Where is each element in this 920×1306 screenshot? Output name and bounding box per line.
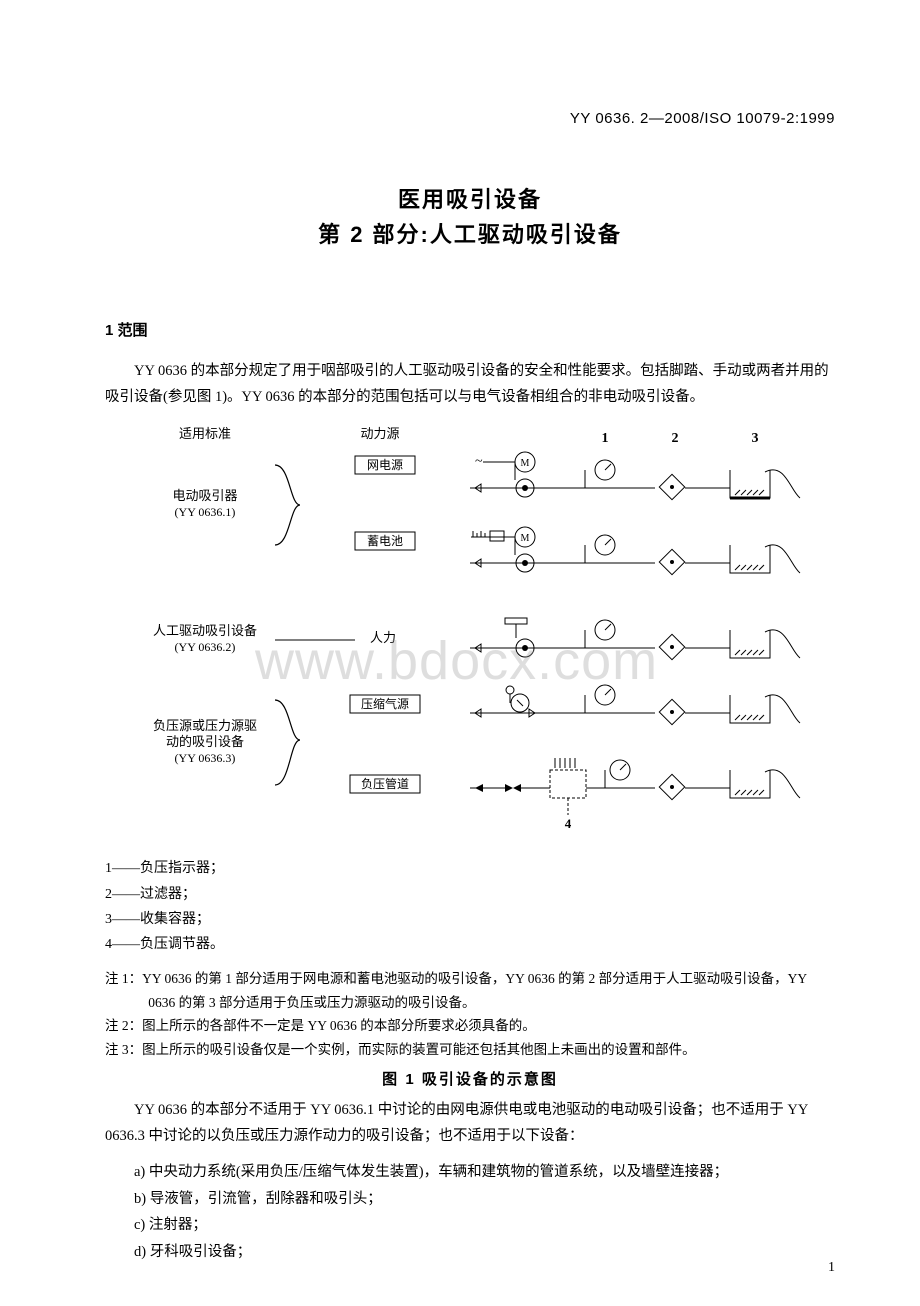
col-power-label: 动力源 <box>360 426 399 441</box>
note-2: 注 2：图上所示的各部件不一定是 YY 0636 的本部分所要求必须具备的。 <box>105 1014 835 1038</box>
legend-2: 2——过滤器； <box>105 882 835 907</box>
col-1-label: 1 <box>602 431 609 446</box>
list-item-d: d) 牙科吸引设备； <box>134 1239 835 1266</box>
diagram-r1a: ~ M <box>470 452 800 500</box>
svg-text:M: M <box>521 533 530 544</box>
list-item-c: c) 注射器； <box>134 1212 835 1239</box>
page-number: 1 <box>828 1260 835 1276</box>
r1-std-line1: 电动吸引器 <box>172 488 237 503</box>
figure-legend: 1——负压指示器； 2——过滤器； 3——收集容器； 4——负压调节器。 <box>105 856 835 957</box>
brace-r3 <box>275 700 300 785</box>
title-sub: 第 2 部分:人工驱动吸引设备 <box>105 217 835 249</box>
exclusion-list: a) 中央动力系统(采用负压/压缩气体发生装置)，车辆和建筑物的管道系统，以及墙… <box>134 1159 835 1266</box>
note-3: 注 3：图上所示的吸引设备仅是一个实例，而实际的装置可能还包括其他图上未画出的设… <box>105 1038 835 1062</box>
col-3-label: 3 <box>752 431 759 446</box>
figure-caption: 图 1 吸引设备的示意图 <box>105 1068 835 1089</box>
scope-paragraph: YY 0636 的本部分规定了用于咽部吸引的人工驱动吸引设备的安全和性能要求。包… <box>105 358 835 410</box>
diagram-r1b: M <box>470 527 800 575</box>
diagram-r2 <box>470 618 800 660</box>
list-item-a: a) 中央动力系统(采用负压/压缩气体发生装置)，车辆和建筑物的管道系统，以及墙… <box>134 1159 835 1186</box>
diagram-r3a <box>470 685 800 725</box>
r3-std-line1: 负压源或压力源驱 <box>153 718 257 733</box>
exclusion-paragraph: YY 0636 的本部分不适用于 YY 0636.1 中讨论的由网电源供电或电池… <box>105 1097 835 1149</box>
r3-std-line3: (YY 0636.3) <box>175 751 236 765</box>
col-std-label: 适用标准 <box>179 426 231 441</box>
figure-notes: 注 1：YY 0636 的第 1 部分适用于网电源和蓄电池驱动的吸引设备，YY … <box>105 967 835 1062</box>
legend-4: 4——负压调节器。 <box>105 932 835 957</box>
svg-text:M: M <box>521 458 530 469</box>
r1-std-line2: (YY 0636.1) <box>175 505 236 519</box>
legend-1: 1——负压指示器； <box>105 856 835 881</box>
list-item-b: b) 导液管，引流管，刮除器和吸引头； <box>134 1186 835 1213</box>
r2-std-line1: 人工驱动吸引设备 <box>153 623 257 638</box>
title-block: 医用吸引设备 第 2 部分:人工驱动吸引设备 <box>105 182 835 249</box>
marker-4: 4 <box>565 816 572 831</box>
figure-svg: 适用标准 动力源 1 2 3 电动吸引器 (YY 0636.1) 网电源 蓄电池… <box>105 420 835 850</box>
doc-number: YY 0636. 2—2008/ISO 10079-2:1999 <box>105 110 835 127</box>
note-1: 注 1：YY 0636 的第 1 部分适用于网电源和蓄电池驱动的吸引设备，YY … <box>105 967 835 1014</box>
r1-p2-text: 蓄电池 <box>367 534 403 548</box>
r3-std-line2: 动的吸引设备 <box>166 734 244 749</box>
legend-3: 3——收集容器； <box>105 907 835 932</box>
section-1-heading: 1 范围 <box>105 319 835 340</box>
r3-p1-text: 压缩气源 <box>361 696 409 711</box>
r2-std-line2: (YY 0636.2) <box>175 640 236 654</box>
svg-text:~: ~ <box>475 454 483 469</box>
diagram-r3b: 4 <box>470 758 800 831</box>
r2-power: 人力 <box>370 630 396 645</box>
brace-r1 <box>275 465 300 545</box>
col-2-label: 2 <box>672 431 679 446</box>
figure-1: www.bdocx.com 适用标准 动力源 1 2 3 电动吸引器 (YY 0… <box>105 420 835 850</box>
title-main: 医用吸引设备 <box>105 182 835 217</box>
r3-p2-text: 负压管道 <box>361 776 409 791</box>
r1-p1-text: 网电源 <box>367 458 403 472</box>
